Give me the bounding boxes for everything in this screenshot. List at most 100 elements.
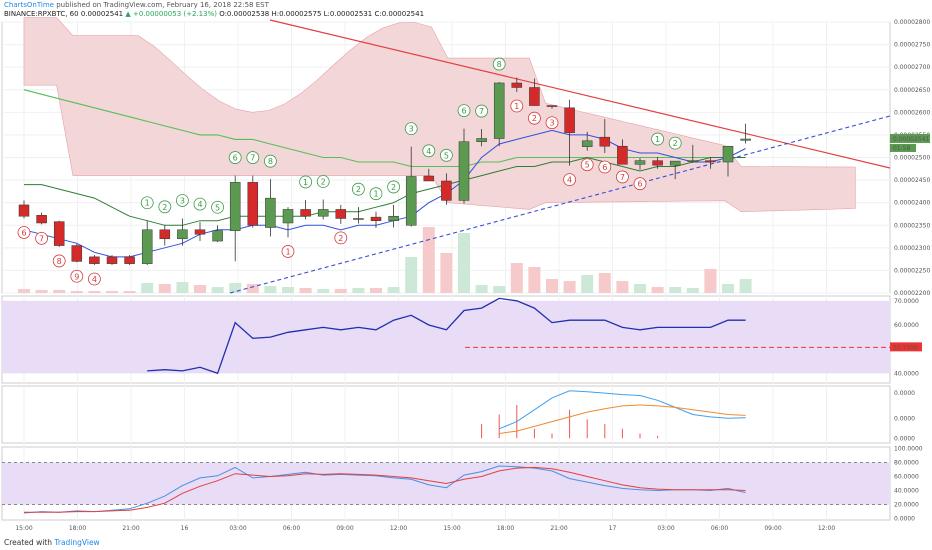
candle-body (194, 229, 206, 235)
candle-body (282, 209, 294, 224)
tradingview-logo[interactable]: TradingView (54, 538, 100, 547)
volume-bar (141, 283, 154, 293)
sequential-marker (88, 272, 101, 286)
volume-bar (616, 281, 629, 293)
sequential-label: 8 (268, 157, 273, 166)
time-axis-label: 15:00 (15, 525, 32, 532)
volume-bar (53, 290, 66, 293)
candle-body (388, 215, 399, 221)
sequential-label: 7 (620, 173, 625, 182)
price-tick-label: 0.00002300 (894, 245, 930, 252)
sequential-label: 3 (409, 125, 414, 134)
created-with-text: Created with (4, 538, 52, 547)
volume-bar (282, 287, 294, 293)
sequential-marker (510, 99, 524, 113)
candle-body (423, 175, 435, 182)
sequential-marker (457, 104, 471, 117)
sequential-marker (316, 175, 330, 188)
candle-body (317, 209, 329, 217)
last-price-tag (890, 133, 930, 143)
volume-bar (405, 257, 418, 293)
candle-body (599, 136, 611, 147)
volume-bar (739, 279, 752, 293)
support-trendline (229, 115, 891, 294)
macd-tick-label: 0.0000 (894, 390, 915, 397)
volume-bar (634, 284, 646, 293)
sequential-label: 2 (338, 234, 343, 243)
candle-body (581, 140, 593, 147)
sequential-label: 9 (74, 272, 79, 281)
stoch-tick-label: 80.0000 (894, 459, 919, 466)
sequential-label: 6 (461, 107, 466, 116)
volume-bar (352, 288, 365, 293)
volume-bar (563, 281, 576, 293)
sequential-label: 4 (197, 200, 202, 209)
time-axis-label: 09:00 (764, 525, 781, 532)
stoch-tick-label: 20.0000 (894, 502, 919, 509)
sequential-label: 2 (391, 183, 396, 192)
sequential-label: 6 (637, 180, 642, 189)
sequential-marker (563, 173, 576, 187)
candle-body (546, 105, 558, 107)
sequential-marker (263, 154, 277, 168)
stoch-tick-label: 40.0000 (894, 488, 919, 495)
publish-text: published on TradingView.com, February 1… (56, 1, 269, 9)
price-tick-label: 0.00002750 (894, 42, 930, 49)
candle-body (441, 180, 452, 201)
volume-bar (229, 283, 242, 293)
candle-body (159, 229, 171, 240)
time-axis-label: 18:00 (69, 525, 86, 532)
rsi-tick-label: 40.0000 (894, 370, 919, 377)
price-tick-label: 0.00002500 (894, 155, 930, 162)
candle-body (405, 176, 417, 226)
sequential-marker (140, 196, 154, 210)
sequential-marker (351, 182, 365, 196)
candle-body (722, 145, 734, 163)
candle-body (141, 229, 153, 264)
low-label: L:0.00002531 (323, 10, 373, 18)
sequential-label: 5 (585, 161, 590, 170)
brand-name[interactable]: ChartsOnTime (4, 1, 54, 9)
sequential-label: 2 (532, 114, 537, 123)
time-axis-label: 03:00 (229, 525, 246, 532)
open-label: O:0.00002538 (219, 10, 270, 18)
candle-body (89, 256, 100, 264)
sequential-marker (281, 245, 295, 258)
sequential-label: 8 (497, 60, 502, 69)
volume-bar (458, 233, 470, 293)
price-tick-label: 0.00002200 (894, 290, 930, 297)
candle-body (36, 215, 47, 224)
volume-bar (440, 253, 453, 293)
sequential-marker (17, 226, 31, 239)
time-axis-label: 12:00 (390, 525, 407, 532)
sequential-marker (334, 231, 348, 245)
rsi-level-tag-text: 50.7500 (893, 344, 918, 351)
stoch-tick-label: 100.0000 (894, 445, 923, 452)
sequential-label: 7 (250, 154, 255, 163)
sequential-label: 1 (303, 178, 308, 187)
candle-body (247, 182, 259, 226)
volume-bar (370, 288, 382, 293)
sequential-marker (616, 170, 629, 184)
sequential-label: 7 (479, 107, 484, 116)
candle-body (106, 256, 118, 264)
sequential-marker (299, 175, 313, 189)
volume-bar (669, 287, 682, 293)
sequential-marker (404, 122, 418, 136)
sequential-label: 2 (356, 185, 361, 194)
rsi-tick-label: 70.0000 (894, 298, 919, 305)
time-axis-label: 21:00 (122, 525, 139, 532)
candle-body (458, 141, 470, 201)
sequential-marker (387, 180, 401, 194)
candle-body (177, 229, 188, 240)
last-price-tag-text: 0.00002541 (893, 136, 929, 143)
sequential-marker (422, 144, 436, 158)
sequential-label: 4 (426, 147, 431, 156)
volume-bar (246, 284, 259, 293)
volume-bar (35, 290, 48, 293)
sequential-marker (193, 197, 207, 211)
sequential-label: 4 (567, 176, 572, 185)
sequential-label: 7 (39, 234, 44, 243)
sequential-marker (492, 57, 506, 71)
